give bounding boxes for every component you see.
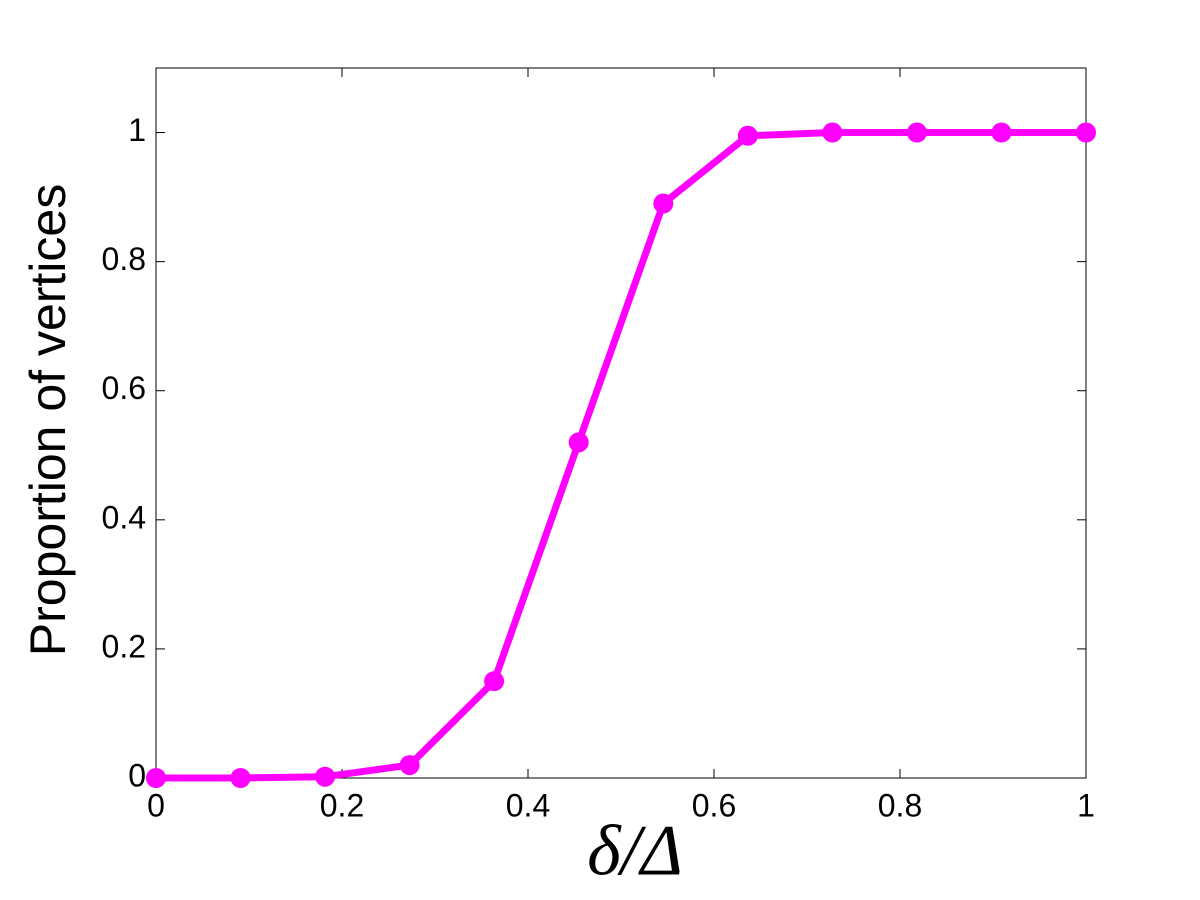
data-point xyxy=(315,766,336,787)
data-point xyxy=(653,193,674,214)
y-tick-label: 0.4 xyxy=(102,499,146,535)
x-tick-label: 1 xyxy=(1077,787,1095,823)
data-point xyxy=(822,122,843,143)
y-tick-label: 0.2 xyxy=(102,628,146,664)
y-tick-label: 0.8 xyxy=(102,241,146,277)
data-point xyxy=(1076,122,1096,143)
y-tick-label: 1 xyxy=(128,112,146,148)
y-tick-label: 0 xyxy=(128,757,146,793)
data-point xyxy=(399,755,420,776)
x-tick-label: 0.4 xyxy=(506,787,550,823)
data-point xyxy=(991,122,1012,143)
y-axis-label: Proportion of vertices xyxy=(20,184,76,656)
data-point xyxy=(568,432,589,453)
x-tick-label: 0 xyxy=(147,787,165,823)
data-point xyxy=(737,125,758,146)
x-tick-label: 0.6 xyxy=(692,787,736,823)
x-axis-label: δ/Δ xyxy=(587,811,683,891)
x-tick-label: 0.8 xyxy=(878,787,922,823)
data-point xyxy=(484,671,505,692)
x-tick-label: 0.2 xyxy=(320,787,364,823)
plot-frame xyxy=(155,67,1087,779)
data-point xyxy=(906,122,927,143)
data-point xyxy=(230,768,251,788)
data-point xyxy=(146,768,166,788)
series-line xyxy=(156,129,1086,782)
y-tick-label: 0.6 xyxy=(102,370,146,406)
